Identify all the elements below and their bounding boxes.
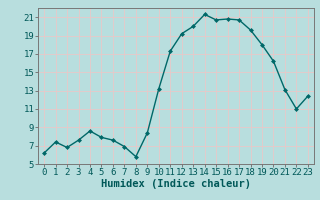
X-axis label: Humidex (Indice chaleur): Humidex (Indice chaleur) bbox=[101, 179, 251, 189]
